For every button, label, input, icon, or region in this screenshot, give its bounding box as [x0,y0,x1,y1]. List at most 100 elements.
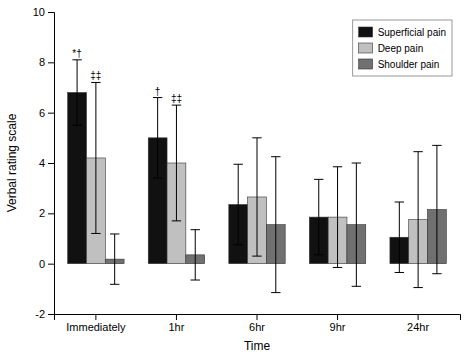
y-tick-mark [48,213,54,214]
annotation: ‡‡ [90,70,101,81]
y-tick: 4 [39,157,54,169]
x-tick-mark [337,314,338,320]
error-bar-line [77,60,78,125]
plot-area: -20246810Immediately1hr6hr9hr24hr*†‡‡†‡‡… [33,6,461,333]
error-bar-line [337,167,338,268]
x-tick: Immediately [66,314,126,333]
x-tick-mark [95,314,96,320]
error-bar-line [238,164,239,245]
y-tick-mark [48,113,54,114]
y-tick: 8 [39,56,54,68]
error-bar [172,105,181,221]
x-tick: 1hr [168,314,184,333]
error-bar-line [114,234,115,284]
y-axis-line [48,13,55,315]
error-bar-cap [153,97,162,98]
error-bars [72,60,404,273]
y-axis: -2 0 2 4 6 8 10 [33,6,55,320]
error-bar [413,152,422,288]
error-bar-cap [314,254,323,255]
error-bar-cap [333,267,342,268]
legend-swatch [359,59,373,69]
error-bar-line [95,82,96,233]
x-tick-label: 6hr [249,321,265,333]
error-bar [153,98,162,179]
x-axis-title: Time [244,339,271,353]
error-bar-cap [191,229,200,230]
error-bar [252,138,261,256]
legend-item: Shoulder pain [359,59,440,70]
error-bar-cap [314,179,323,180]
error-bar-cap [395,272,404,273]
error-bar-cap [352,286,361,287]
legend-label: Superficial pain [378,27,446,38]
error-bar-line [399,202,400,272]
y-tick: 6 [39,107,54,119]
error-bar-line [157,98,158,179]
x-tick-label: 24hr [407,321,429,333]
error-bar-cap [172,220,181,221]
error-bar-line [356,163,357,286]
y-tick: 0 [39,258,54,270]
x-axis: Immediately 1hr 6hr 9hr 24hr [55,314,461,333]
error-bar-cap [413,287,422,288]
legend-item: Deep pain [359,43,424,54]
x-tick-label: 1hr [168,321,184,333]
x-tick-mark [418,314,419,320]
error-bar-cap [252,137,261,138]
error-bar [234,164,243,245]
legend-label: Shoulder pain [378,59,440,70]
error-bar-cap [234,244,243,245]
legend-swatch [359,27,373,37]
error-bar [395,202,404,272]
y-tick-mark [48,314,54,315]
error-bar-cap [91,233,100,234]
error-bar [91,82,100,233]
legend: Superficial pain Deep pain Shoulder pain [353,20,452,76]
legend-item: Superficial pain [359,27,446,38]
y-tick: 2 [39,207,54,219]
error-bar-cap [153,178,162,179]
chart-svg: -20246810Immediately1hr6hr9hr24hr*†‡‡†‡‡… [0,0,474,360]
error-bar [314,179,323,255]
y-tick-label: 10 [33,6,45,18]
y-tick-mark [48,12,54,13]
x-axis-line [55,315,461,321]
error-bar-cap [91,82,100,83]
annotation: † [155,86,161,97]
error-bar-cap [191,280,200,281]
annotation: *† [72,48,81,59]
y-tick-label: 0 [39,258,45,270]
y-tick-label: 6 [39,107,45,119]
error-bar-line [436,145,437,273]
error-bar-line [257,138,258,256]
x-tick: 9hr [330,314,346,333]
x-tick-mark [176,314,177,320]
x-tick-label: 9hr [330,321,346,333]
chart-container: -20246810Immediately1hr6hr9hr24hr*†‡‡†‡‡… [0,0,474,360]
error-bar [271,157,280,293]
y-tick-label: -2 [35,308,45,320]
bar-series [68,93,409,264]
error-bar-cap [413,151,422,152]
y-tick-label: 2 [39,207,45,219]
error-bar-line [318,179,319,255]
y-axis-title: Verbal rating scale [5,113,19,212]
y-tick: -2 [35,308,54,320]
legend-swatch [359,43,373,53]
error-bar-cap [432,145,441,146]
error-bar-line [176,105,177,221]
error-bar-cap [110,284,119,285]
legend-label: Deep pain [378,43,424,54]
error-bar [352,163,361,286]
error-bar-cap [234,164,243,165]
error-bar-cap [252,256,261,257]
error-bar-cap [352,163,361,164]
error-bar [432,145,441,273]
y-tick-label: 8 [39,56,45,68]
error-bar-line [275,157,276,293]
x-tick-label: Immediately [66,321,126,333]
error-bar-line [418,152,419,288]
error-bars [110,145,442,292]
error-bar-cap [271,292,280,293]
